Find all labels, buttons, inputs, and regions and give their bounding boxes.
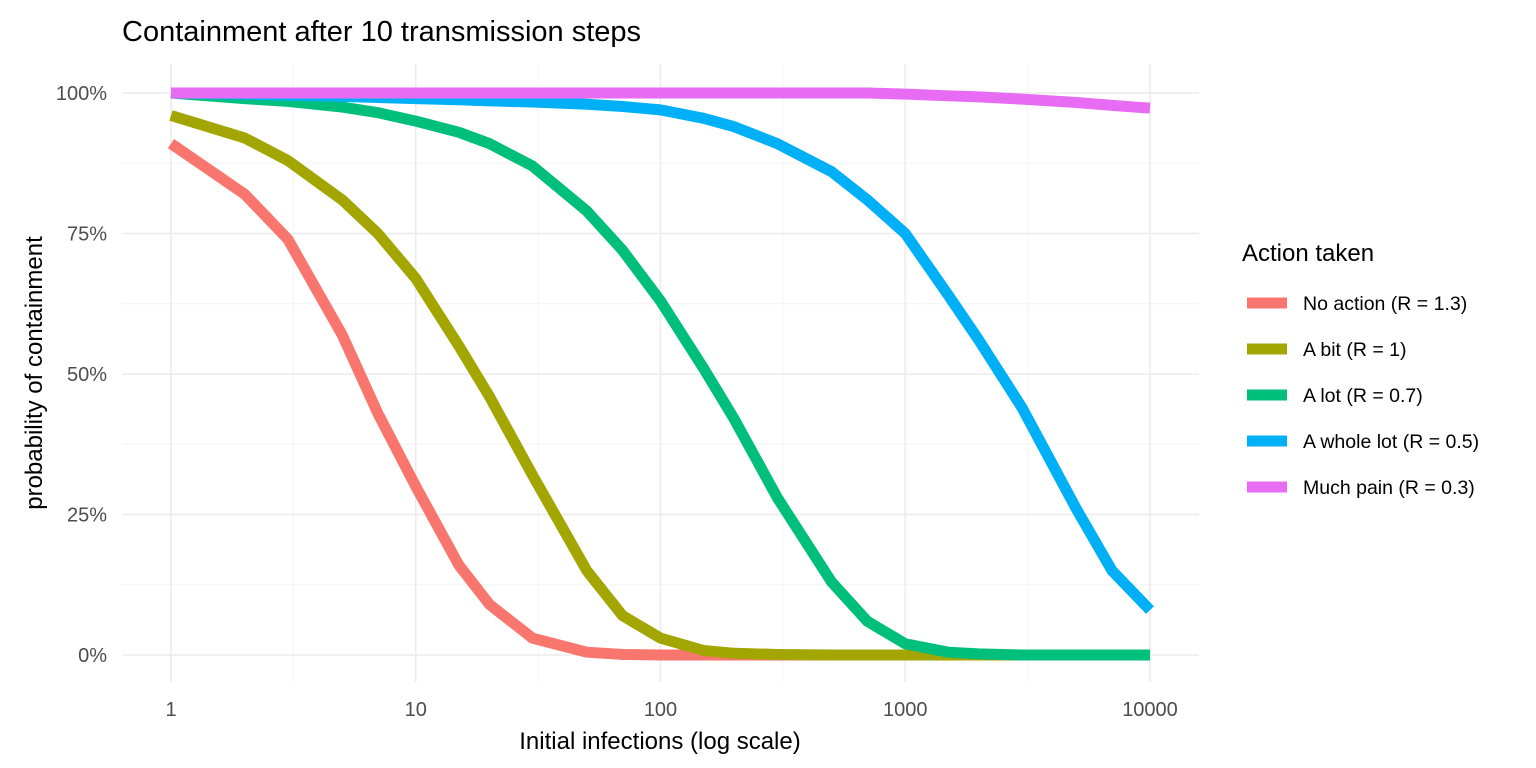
legend-item: Much pain (R = 0.3) (1247, 477, 1475, 499)
series-line-5 (171, 87, 1151, 114)
y-axis-title: probability of containment (21, 236, 48, 510)
x-tick-label: 10 (405, 699, 427, 721)
y-tick-label: 0% (78, 645, 107, 667)
legend: Action taken No action (R = 1.3) A bit (R… (1242, 240, 1479, 499)
legend-title: Action taken (1242, 240, 1374, 267)
legend-label: A lot (R = 0.7) (1303, 385, 1423, 407)
legend-label: Much pain (R = 0.3) (1303, 477, 1475, 499)
legend-item: No action (R = 1.3) (1247, 293, 1467, 315)
x-axis-title: Initial infections (log scale) (519, 728, 800, 755)
x-axis-ticks: 1 10 100 1000 10000 (165, 699, 1177, 721)
y-axis-ticks: 0% 25% 50% 75% 100% (56, 83, 107, 667)
legend-items: No action (R = 1.3) A bit (R = 1) A lot (R… (1247, 293, 1479, 499)
series-line-3 (170, 87, 1150, 661)
legend-label: A whole lot (R = 0.5) (1303, 431, 1479, 453)
legend-item: A bit (R = 1) (1247, 339, 1407, 361)
y-tick-label: 50% (67, 364, 107, 386)
series-lines (167, 87, 1154, 661)
x-tick-label: 1000 (883, 699, 928, 721)
legend-item: A whole lot (R = 0.5) (1247, 431, 1479, 453)
x-tick-label: 10000 (1122, 699, 1178, 721)
legend-item: A lot (R = 0.7) (1247, 385, 1423, 407)
x-tick-label: 100 (644, 699, 677, 721)
legend-label: No action (R = 1.3) (1303, 293, 1467, 315)
y-tick-label: 25% (67, 505, 107, 527)
chart-title: Containment after 10 transmission steps (122, 16, 641, 48)
y-tick-label: 75% (67, 224, 107, 246)
legend-label: A bit (R = 1) (1303, 339, 1407, 361)
x-tick-label: 1 (165, 699, 176, 721)
y-tick-label: 100% (56, 83, 107, 105)
